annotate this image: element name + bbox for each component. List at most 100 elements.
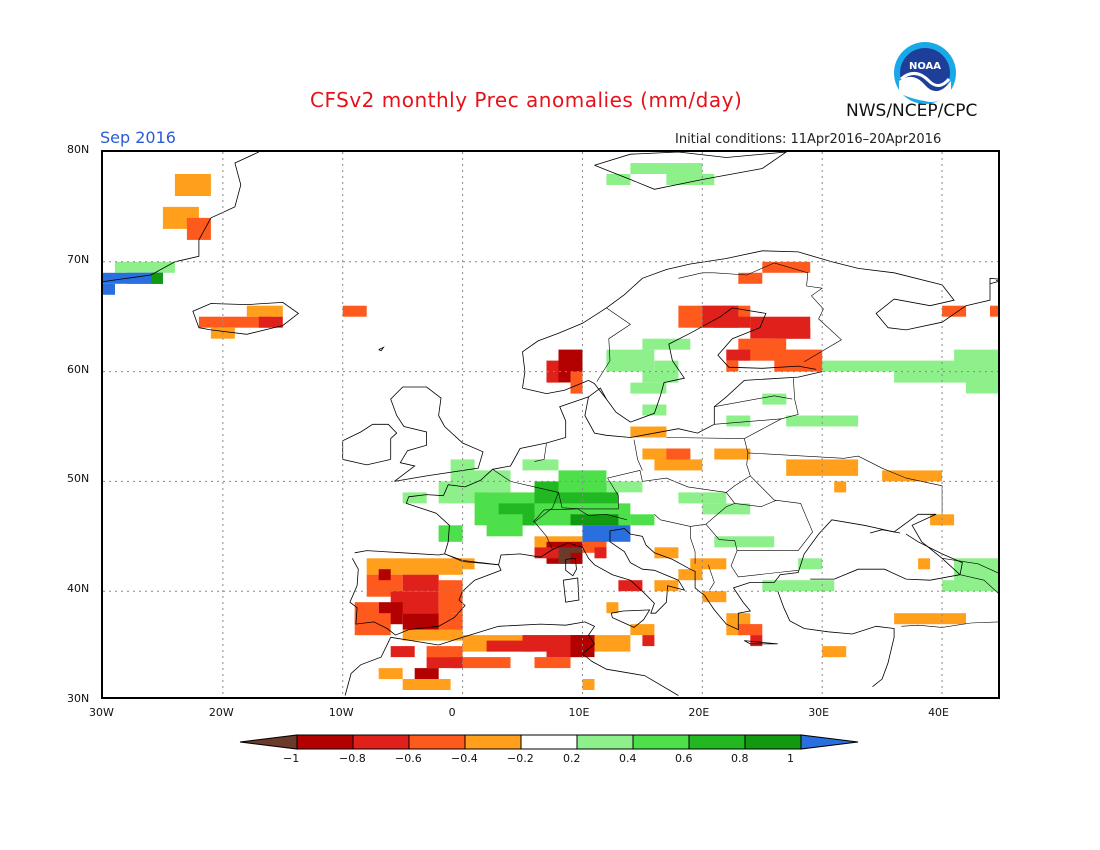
anomaly-cell — [402, 679, 451, 690]
anomaly-cell — [402, 629, 463, 641]
anomaly-cell — [354, 613, 391, 636]
coastline — [905, 533, 963, 575]
anomaly-cell — [714, 536, 775, 548]
anomaly-cell — [654, 580, 679, 592]
colorbar-swatch — [352, 734, 410, 750]
country-border — [747, 452, 943, 515]
country-border — [901, 574, 998, 628]
country-border — [690, 526, 696, 564]
anomaly-cell — [174, 174, 211, 196]
anomaly-cell — [390, 646, 415, 658]
anomaly-cell — [666, 174, 715, 185]
anomaly-cell — [726, 415, 751, 427]
anomaly-cell — [546, 360, 559, 383]
anomaly-cell — [918, 558, 931, 570]
anomaly-cell — [186, 217, 211, 240]
coastline — [344, 637, 392, 696]
colorbar-arrow-low — [239, 734, 298, 750]
gridlines — [103, 152, 998, 697]
anomaly-cell — [654, 547, 679, 559]
anomaly-cell — [103, 283, 115, 295]
anomaly-cell — [558, 552, 571, 564]
latitude-label: 70N — [67, 252, 90, 266]
anomaly-cell — [786, 459, 859, 476]
map-title: CFSv2 monthly Prec anomalies (mm/day) — [310, 88, 743, 112]
anomaly-cell — [486, 640, 535, 652]
country-border — [942, 558, 998, 574]
anomaly-cell — [834, 481, 847, 493]
anomaly-cell — [642, 371, 679, 383]
anomaly-cell — [606, 602, 619, 614]
anomaly-cell — [942, 580, 979, 592]
anomaly-cell — [438, 525, 463, 542]
country-border — [705, 475, 813, 551]
anomaly-cell — [570, 552, 583, 564]
anomaly-cell — [582, 679, 595, 690]
anomaly-cell — [894, 613, 966, 625]
colorbar-swatch — [632, 734, 690, 750]
longitude-label: 40E — [928, 706, 950, 719]
anomaly-cell — [990, 305, 998, 317]
logo-text: NOAA — [909, 61, 941, 72]
coastline — [588, 387, 607, 400]
anomaly-cell — [786, 415, 859, 427]
country-border — [714, 262, 842, 362]
colorbar-tick-label: −1 — [283, 752, 300, 765]
coastline — [522, 307, 817, 423]
anomaly-cell — [702, 591, 727, 603]
initial-conditions: Initial conditions: 11Apr2016–20Apr2016 — [675, 132, 942, 147]
coastline — [390, 386, 484, 482]
country-border — [633, 439, 643, 471]
country-border — [534, 442, 547, 462]
anomaly-cell — [966, 360, 998, 394]
anomaly-cell — [378, 668, 403, 680]
coastline — [390, 621, 679, 696]
anomaly-cell — [774, 327, 811, 339]
anomaly-cell — [438, 481, 487, 504]
anomaly-cell — [450, 558, 475, 570]
anomaly-cell — [486, 514, 523, 537]
anomaly-cell — [534, 547, 559, 559]
country-border — [714, 418, 782, 425]
longitude-label: 30E — [808, 706, 830, 719]
longitude-label: 30W — [89, 706, 114, 719]
anomaly-cell — [402, 574, 439, 592]
anomaly-cell — [702, 503, 751, 515]
longitude-label: 20W — [208, 706, 234, 719]
colorbar-swatch — [520, 734, 578, 750]
anomaly-cell — [258, 316, 283, 328]
colorbar-tick-label: 0.6 — [675, 752, 693, 765]
colorbar-swatch — [744, 734, 802, 750]
anomaly-cells — [103, 163, 998, 690]
anomaly-cell — [570, 635, 595, 658]
anomaly-cell — [642, 635, 655, 647]
agency-label: NWS/NCEP/CPC — [846, 101, 978, 121]
latitude-label: 60N — [67, 362, 90, 376]
anomaly-cell — [630, 382, 667, 394]
country-border — [744, 378, 799, 439]
anomaly-cell — [714, 316, 751, 328]
colorbar-tick-label: 0.8 — [731, 752, 749, 765]
anomaly-cell — [534, 657, 571, 669]
anomaly-cell — [402, 492, 427, 504]
latitude-label: 30N — [67, 692, 90, 705]
coastline — [378, 346, 385, 352]
longitude-label: 0 — [448, 706, 456, 719]
coastline — [869, 529, 901, 534]
coastline — [777, 591, 895, 688]
country-border — [492, 469, 559, 550]
anomaly-cell — [894, 371, 998, 383]
anomaly-cell — [642, 448, 679, 460]
longitude-label: 10W — [328, 706, 354, 719]
precip-map — [103, 152, 998, 697]
anomaly-cell — [630, 163, 703, 174]
anomaly-cell — [882, 470, 942, 482]
map-frame — [101, 150, 1000, 699]
anomaly-cell — [654, 459, 703, 471]
noaa-logo: NOAA — [894, 42, 956, 104]
anomaly-cell — [678, 492, 727, 504]
anomaly-cell — [450, 657, 511, 669]
anomaly-cell — [522, 459, 559, 471]
anomaly-cell — [438, 580, 463, 614]
country-border — [714, 395, 793, 407]
